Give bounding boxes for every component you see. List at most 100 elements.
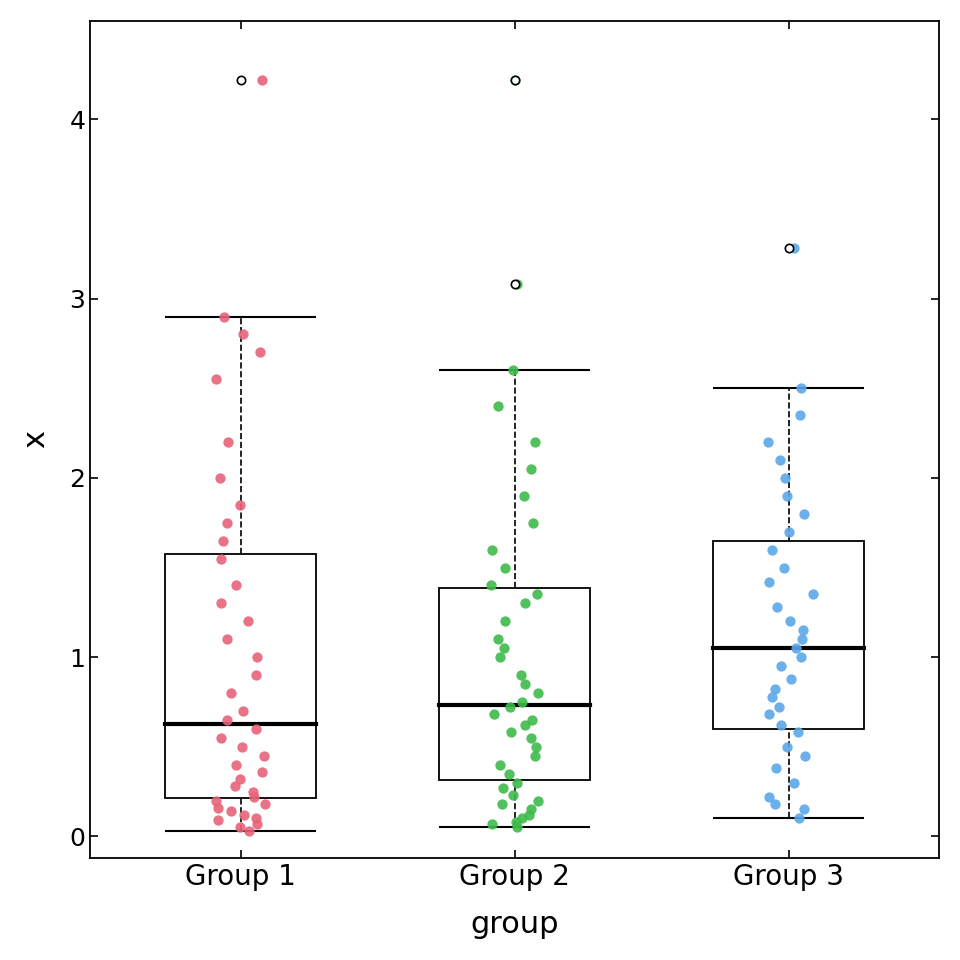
Point [793,649,808,664]
Point [234,739,250,755]
Point [781,524,797,540]
Point [256,748,272,763]
Point [254,764,270,780]
X-axis label: group: group [470,910,559,939]
Point [250,816,265,831]
Point [786,241,802,256]
Point [761,789,777,804]
Point [236,807,252,823]
Point [223,804,238,819]
Point [523,802,539,817]
Point [508,72,523,87]
Point [514,667,529,683]
Point [780,488,795,503]
Point [490,398,505,414]
Point [760,434,776,449]
Point [777,560,792,575]
Point [213,595,228,611]
Point [516,488,532,503]
Point [236,704,252,719]
Point [509,276,524,292]
Point [792,407,807,422]
Point [249,721,264,736]
Point [525,515,540,530]
Point [529,739,544,755]
Point [213,731,228,746]
Point [208,372,224,387]
Bar [440,588,590,780]
Point [242,824,257,839]
Point [492,649,508,664]
Point [216,533,231,548]
Point [761,574,777,589]
Point [232,497,248,513]
Point [220,632,235,647]
Point [228,779,243,794]
Point [233,771,249,786]
Point [780,241,796,256]
Point [523,731,539,746]
Point [507,72,522,87]
Point [780,739,795,755]
Point [788,640,804,656]
Point [483,578,498,593]
Point [252,345,268,360]
Point [249,811,264,827]
Point [783,671,799,686]
Bar [165,554,316,798]
Point [508,814,523,829]
Point [219,712,234,728]
Point [249,667,264,683]
Point [778,470,793,486]
Point [795,622,810,637]
Point [524,712,540,728]
Point [486,707,501,722]
Point [232,820,248,835]
Point [794,632,809,647]
Point [495,780,511,796]
Point [531,685,546,701]
Point [773,452,788,468]
Point [492,757,508,773]
Point [768,682,783,697]
Point [497,560,513,575]
Point [491,632,506,647]
Point [211,800,227,815]
Point [764,689,780,705]
Point [247,789,262,804]
Point [509,820,524,835]
Point [514,811,529,827]
Point [530,793,545,808]
Point [796,506,811,521]
Point [805,587,821,602]
Point [254,72,270,87]
Point [235,326,251,342]
Point [768,797,783,812]
Point [523,461,539,476]
Point [517,717,533,732]
Point [522,807,538,823]
Bar [713,540,864,729]
Point [774,659,789,674]
Point [223,685,238,701]
Point [233,72,249,87]
Point [250,649,265,664]
Point [217,309,232,324]
Point [505,787,520,803]
Point [485,541,500,557]
Point [528,434,543,449]
Point [240,613,255,629]
Point [497,613,513,629]
Point [527,748,542,763]
Point [257,797,273,812]
Point [792,811,807,827]
Point [228,578,244,593]
Point [212,470,228,486]
Point [797,748,812,763]
Point [228,757,243,773]
Point [768,760,783,776]
Point [504,725,519,740]
Point [786,775,802,790]
Point [530,587,545,602]
Point [210,812,226,828]
